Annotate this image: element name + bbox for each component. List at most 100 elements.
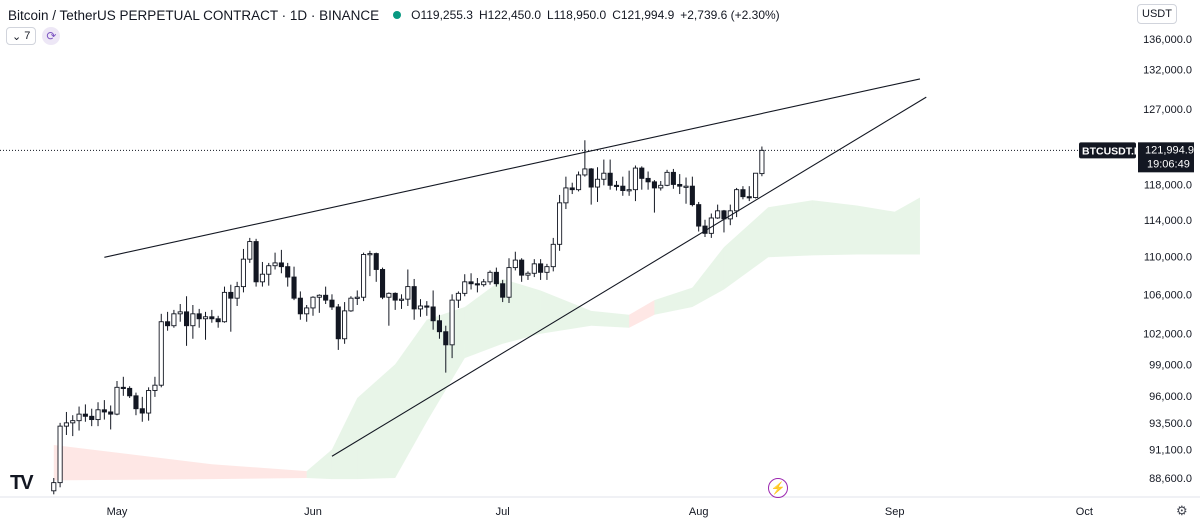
candle[interactable] <box>139 396 145 422</box>
candle[interactable] <box>392 292 398 310</box>
candle[interactable] <box>215 315 221 328</box>
candle[interactable] <box>759 146 765 177</box>
candle[interactable] <box>361 252 367 302</box>
candle[interactable] <box>120 376 126 396</box>
candle[interactable] <box>512 251 518 271</box>
candle[interactable] <box>133 392 139 416</box>
candle[interactable] <box>386 292 392 326</box>
candle[interactable] <box>158 313 164 388</box>
candle[interactable] <box>715 204 721 219</box>
candle[interactable] <box>354 290 360 305</box>
candle[interactable] <box>651 180 657 213</box>
candle[interactable] <box>588 168 594 205</box>
candle[interactable] <box>89 408 95 427</box>
candle[interactable] <box>645 171 651 190</box>
candle[interactable] <box>538 259 544 280</box>
candle[interactable] <box>146 387 152 421</box>
candle[interactable] <box>297 291 303 320</box>
candle[interactable] <box>696 201 702 232</box>
candle[interactable] <box>493 267 499 287</box>
candle[interactable] <box>253 238 259 287</box>
candle[interactable] <box>398 294 405 309</box>
candle[interactable] <box>127 386 133 398</box>
candle[interactable] <box>417 299 424 317</box>
candle[interactable] <box>594 167 601 202</box>
candle[interactable] <box>171 309 177 328</box>
candle[interactable] <box>202 311 209 340</box>
candle[interactable] <box>379 267 386 300</box>
candle[interactable] <box>740 186 746 200</box>
candle[interactable] <box>266 262 272 286</box>
candle[interactable] <box>569 182 575 195</box>
candle[interactable] <box>177 304 183 322</box>
candle[interactable] <box>436 314 443 339</box>
candle[interactable] <box>95 402 101 427</box>
candle[interactable] <box>190 304 196 339</box>
candle[interactable] <box>108 405 114 430</box>
candle[interactable] <box>272 252 278 270</box>
candle[interactable] <box>165 311 171 331</box>
candle[interactable] <box>455 291 461 308</box>
candle[interactable] <box>57 422 63 488</box>
candle[interactable] <box>550 237 556 272</box>
candle[interactable] <box>70 415 76 437</box>
lightning-icon[interactable]: ⚡ <box>768 478 788 498</box>
candle[interactable] <box>746 186 752 202</box>
candle[interactable] <box>500 279 506 303</box>
candle[interactable] <box>424 301 430 316</box>
indicators-toggle-button[interactable]: ⌄ 7 <box>6 27 37 45</box>
candle[interactable] <box>487 270 493 285</box>
candle[interactable] <box>335 304 341 350</box>
candle[interactable] <box>664 169 670 187</box>
candle[interactable] <box>310 296 316 316</box>
candle[interactable] <box>51 478 57 495</box>
candle[interactable] <box>544 263 550 280</box>
candle[interactable] <box>323 286 329 305</box>
candle[interactable] <box>481 278 487 287</box>
candle[interactable] <box>658 180 664 191</box>
candle[interactable] <box>196 308 202 328</box>
trendline-upper[interactable] <box>104 78 921 258</box>
candle[interactable] <box>285 262 291 287</box>
trendline-lower[interactable] <box>331 96 927 457</box>
candle[interactable] <box>367 250 373 277</box>
candle[interactable] <box>152 376 158 397</box>
refresh-icon[interactable]: ⟳ <box>42 27 61 45</box>
candle[interactable] <box>462 274 468 297</box>
candle[interactable] <box>240 248 247 293</box>
candle[interactable] <box>221 286 228 323</box>
candle[interactable] <box>626 170 632 196</box>
candle[interactable] <box>101 400 107 420</box>
candle[interactable] <box>209 309 215 323</box>
candle[interactable] <box>411 278 417 320</box>
candle[interactable] <box>721 209 727 233</box>
candle[interactable] <box>63 411 69 435</box>
candle[interactable] <box>291 266 297 301</box>
candle[interactable] <box>228 284 234 332</box>
candle[interactable] <box>348 296 354 312</box>
candle[interactable] <box>632 165 639 202</box>
candle[interactable] <box>443 325 449 373</box>
candle[interactable] <box>753 172 759 199</box>
candle[interactable] <box>620 176 626 196</box>
candle[interactable] <box>607 159 613 190</box>
candle[interactable] <box>329 294 335 310</box>
candle[interactable] <box>575 171 582 192</box>
candle[interactable] <box>525 271 531 280</box>
currency-selector[interactable]: USDT <box>1137 4 1177 24</box>
candle[interactable] <box>373 252 379 282</box>
candle[interactable] <box>677 174 683 195</box>
tradingview-logo-icon[interactable]: TV <box>10 472 34 494</box>
candle[interactable] <box>519 258 525 282</box>
gear-icon[interactable]: ⚙ <box>1176 503 1188 518</box>
candle[interactable] <box>702 219 708 237</box>
candle[interactable] <box>278 249 284 274</box>
candle[interactable] <box>613 180 620 191</box>
candle[interactable] <box>474 278 480 293</box>
candle[interactable] <box>114 380 120 416</box>
candle[interactable] <box>259 261 265 287</box>
candle[interactable] <box>670 168 676 189</box>
candle[interactable] <box>468 273 474 290</box>
candle[interactable] <box>342 302 348 344</box>
